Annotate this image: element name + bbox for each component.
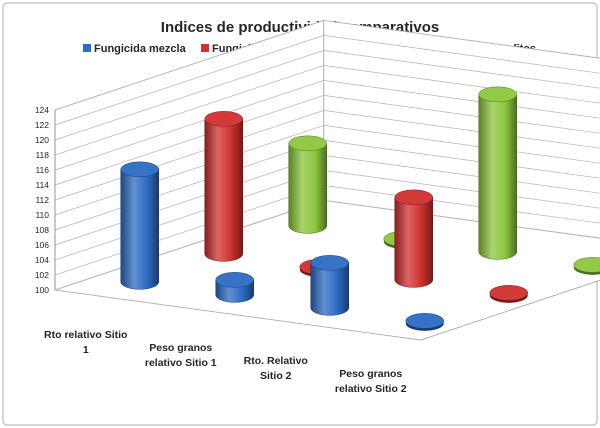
y-tick-label: 108 bbox=[35, 225, 49, 235]
bar bbox=[478, 86, 517, 260]
y-tick-label: 118 bbox=[35, 150, 49, 160]
bar-top bbox=[215, 272, 254, 288]
bar bbox=[489, 285, 528, 303]
bar bbox=[405, 313, 444, 331]
y-tick-label: 120 bbox=[35, 135, 49, 145]
gridline bbox=[54, 50, 600, 141]
bar-top bbox=[573, 257, 600, 273]
x-tick-label: Rto. Relativo Sitio 2 bbox=[244, 355, 308, 382]
bar bbox=[573, 257, 600, 275]
gridline bbox=[54, 95, 600, 186]
bars bbox=[120, 86, 600, 331]
bar-top bbox=[120, 161, 159, 178]
y-tick-label: 106 bbox=[35, 240, 49, 250]
y-tick-label: 114 bbox=[35, 180, 49, 190]
y-tick-label: 102 bbox=[35, 270, 49, 280]
bar-top bbox=[310, 255, 349, 271]
bar-body bbox=[120, 169, 159, 290]
bar bbox=[204, 111, 243, 262]
y-tick-label: 124 bbox=[35, 105, 49, 115]
legend-swatch-1 bbox=[83, 44, 91, 52]
y-tick-label: 100 bbox=[35, 285, 49, 295]
y-axis: 100 102 104 106 108 110 112 114 116 118 120 122 124 bbox=[35, 105, 56, 295]
gridline bbox=[54, 20, 600, 111]
bar-body bbox=[310, 262, 349, 316]
legend-swatch-2 bbox=[201, 44, 209, 52]
legend-label-1: Fungicida mezcla bbox=[94, 43, 187, 55]
x-tick-label: Peso granos relativo Sitio 2 bbox=[335, 368, 407, 395]
bar-body bbox=[204, 118, 243, 262]
bar-top bbox=[288, 135, 327, 152]
bar bbox=[394, 189, 433, 288]
bar bbox=[288, 135, 327, 234]
gridline bbox=[54, 65, 600, 156]
x-tick-label: Rto relativo Sitio 1 bbox=[44, 329, 127, 356]
bar-body bbox=[394, 197, 433, 288]
bar-body bbox=[478, 94, 517, 260]
bar-top bbox=[204, 111, 243, 127]
bar-top bbox=[489, 285, 528, 301]
gridline bbox=[54, 80, 600, 171]
y-tick-label: 104 bbox=[35, 255, 49, 265]
gridline bbox=[54, 35, 600, 126]
bar-top bbox=[394, 189, 433, 206]
y-tick-label: 122 bbox=[35, 120, 49, 130]
legend-item-1: Fungicida mezcla bbox=[83, 43, 187, 55]
bar bbox=[310, 255, 349, 316]
x-tick-label: Peso granos relativo Sitio 1 bbox=[145, 342, 217, 369]
y-tick-label: 116 bbox=[35, 165, 49, 175]
y-tick-label: 112 bbox=[35, 195, 49, 205]
y-tick-label: 110 bbox=[35, 210, 49, 220]
x-axis: Rto relativo Sitio 1 Peso granos relativo S… bbox=[44, 329, 407, 395]
bar-top bbox=[405, 313, 444, 329]
bar bbox=[215, 272, 254, 303]
bar bbox=[120, 161, 159, 290]
bar-top bbox=[478, 86, 517, 103]
bar-body bbox=[288, 143, 327, 234]
